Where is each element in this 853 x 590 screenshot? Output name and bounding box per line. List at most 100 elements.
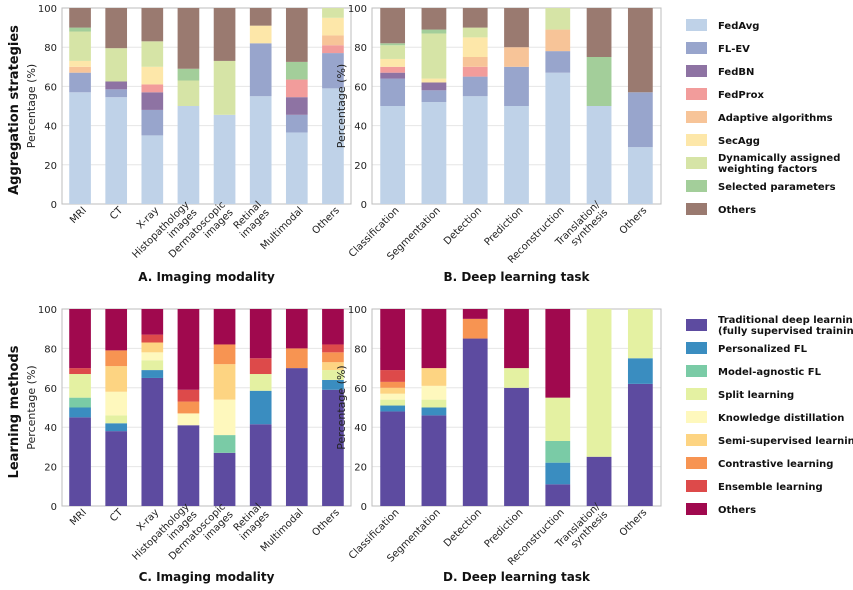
bar-segment	[249, 25, 272, 44]
y-tick-label: 100	[348, 305, 367, 316]
bar-segment	[213, 344, 236, 365]
bar-segment	[141, 41, 164, 67]
legend-label: FedProx	[718, 90, 764, 101]
legend-swatch	[686, 319, 707, 331]
bar-segment	[380, 72, 406, 79]
bar-segment	[586, 8, 612, 57]
y-tick-label: 0	[51, 502, 57, 513]
x-tick-label: Others	[618, 205, 650, 237]
x-tick-label: Detection	[442, 205, 484, 247]
bar-segment	[105, 431, 128, 506]
bar-segment	[141, 8, 164, 42]
legend-label: Split learning	[718, 390, 794, 401]
x-tick-label: Others	[618, 507, 650, 539]
bar-segment	[141, 309, 164, 335]
bar-segment	[69, 368, 91, 375]
bar-segment	[504, 106, 529, 204]
legend-label: Personalized FL	[718, 344, 808, 355]
legend-item: Selected parameters	[686, 180, 836, 193]
bar-segment	[141, 370, 164, 378]
bar-segment	[141, 66, 164, 85]
y-tick-label: 80	[354, 344, 367, 355]
bar-segment	[504, 8, 529, 48]
bar-segment	[322, 362, 344, 371]
bar-segment	[322, 370, 344, 380]
bar-segment	[504, 368, 529, 388]
bar-segment	[322, 88, 344, 204]
y-axis-label: Percentage (%)	[335, 365, 348, 449]
bar-segment	[285, 348, 308, 369]
bar-segment	[462, 57, 488, 67]
legend-label: Knowledge distillation	[718, 413, 844, 424]
legend-label: SecAgg	[718, 136, 760, 147]
y-tick-label: 0	[361, 200, 367, 211]
bar-segment	[545, 29, 571, 52]
x-tick-label: CT	[108, 507, 126, 525]
bar-segment	[105, 97, 128, 204]
bar-segment	[213, 364, 236, 400]
legend-swatch	[686, 457, 707, 469]
legend-label: Ensemble learning	[718, 482, 823, 493]
bar-segment	[421, 385, 447, 400]
legend-item: Personalized FL	[686, 342, 808, 355]
bar-segment	[105, 423, 128, 432]
bar-segment	[545, 397, 571, 441]
bar-segment	[421, 90, 447, 103]
bar-segment	[213, 399, 236, 436]
bar-segment	[627, 358, 653, 384]
bar-segment	[462, 37, 488, 57]
bar-segment	[380, 405, 406, 412]
bar-segment	[380, 387, 406, 394]
legend-item: Knowledge distillation	[686, 411, 844, 424]
legend-swatch	[686, 388, 707, 400]
bar-segment	[141, 92, 164, 110]
bar-segment	[249, 358, 272, 375]
bar-segment	[177, 8, 200, 69]
bar-segment	[141, 135, 164, 204]
x-tick-label: MRI	[68, 205, 89, 226]
bar-segment	[177, 389, 200, 402]
bar-segment	[213, 60, 236, 115]
bar-segment	[380, 78, 406, 106]
bar-segment	[213, 309, 236, 345]
bar-segment	[177, 106, 200, 204]
bar-segment	[462, 318, 488, 339]
bar-segment	[105, 391, 128, 416]
bar-segment	[462, 66, 488, 77]
x-tick-label: Detection	[442, 507, 484, 549]
bar-segment	[462, 309, 488, 319]
bar-segment	[141, 342, 164, 353]
bar-segment	[421, 78, 447, 83]
bar-segment	[105, 350, 128, 367]
y-tick-label: 80	[354, 43, 367, 54]
legend-item: FedAvg	[686, 19, 759, 32]
bar-segment	[285, 114, 308, 133]
y-tick-label: 20	[44, 463, 57, 474]
legends: FedAvg FL-EV FedBN FedProx Adaptive algorith…	[686, 19, 853, 516]
bar-segment	[421, 309, 447, 369]
bar-segment	[177, 425, 200, 506]
legend-item: FL-EV	[686, 42, 750, 55]
bar-segment	[285, 97, 308, 115]
panel-title: D. Deep learning task	[443, 570, 591, 584]
bar-segment	[285, 61, 308, 80]
legend-label: Others	[718, 505, 756, 516]
x-tick-label: Others	[310, 205, 342, 237]
bar-segment	[380, 411, 406, 506]
bar-segment	[105, 81, 128, 90]
bar-segment	[421, 407, 447, 416]
legend-swatch	[686, 65, 707, 77]
y-tick-label: 20	[354, 463, 367, 474]
legend-swatch	[686, 111, 707, 123]
legend-item: Semi-supervised learning	[686, 434, 853, 447]
bar-segment	[141, 352, 164, 361]
y-tick-label: 100	[348, 4, 367, 15]
bar-segment	[69, 407, 91, 418]
bar-segment	[586, 106, 612, 204]
bar-segment	[249, 390, 272, 425]
legend-label: Semi-supervised learning	[718, 436, 853, 447]
legend-item: Adaptive algorithms	[686, 111, 833, 124]
y-tick-label: 0	[51, 200, 57, 211]
bar-segment	[285, 309, 308, 349]
